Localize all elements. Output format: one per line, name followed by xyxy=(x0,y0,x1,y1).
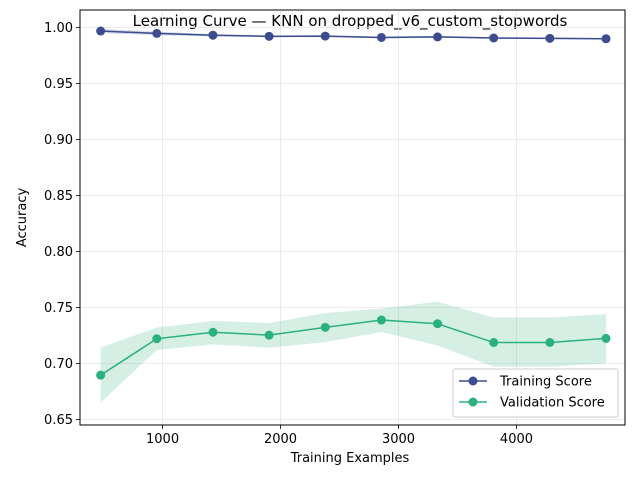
training-score-point xyxy=(320,31,330,41)
y-tick-label: 0.90 xyxy=(44,133,73,148)
validation-score-point xyxy=(264,330,274,340)
x-tick-label: 3000 xyxy=(382,432,415,447)
legend-marker-training xyxy=(468,376,478,386)
x-tick-label: 4000 xyxy=(500,432,533,447)
y-tick-label: 0.95 xyxy=(44,77,73,92)
validation-score-point xyxy=(376,315,386,325)
validation-score-point xyxy=(152,334,162,344)
legend-marker-validation xyxy=(468,397,478,407)
validation-score-point xyxy=(601,333,611,343)
validation-score-point xyxy=(433,319,443,329)
validation-score-point xyxy=(489,338,499,348)
y-tick-label: 0.80 xyxy=(44,245,73,260)
training-score-point xyxy=(433,32,443,42)
x-axis-label: Training Examples xyxy=(290,451,410,466)
y-tick-label: 0.85 xyxy=(44,189,73,204)
x-tick-label: 1000 xyxy=(146,432,179,447)
training-score-point xyxy=(489,33,499,43)
grid xyxy=(80,10,625,425)
x-axis-ticks: 1000 2000 3000 4000 xyxy=(146,425,533,447)
validation-score-point xyxy=(545,337,555,347)
legend-label-training: Training Score xyxy=(499,375,592,390)
legend: Training Score Validation Score xyxy=(452,368,619,418)
validation-score-line xyxy=(100,319,607,376)
validation-score-point xyxy=(208,327,218,337)
training-score-point xyxy=(601,34,611,44)
y-axis-ticks: 0.65 0.70 0.75 0.80 0.85 0.90 0.95 1.00 xyxy=(44,21,80,428)
training-score-point xyxy=(96,26,106,36)
series-lines xyxy=(96,26,611,380)
x-tick-label: 2000 xyxy=(264,432,297,447)
legend-box xyxy=(452,368,619,418)
chart-title: Learning Curve — KNN on dropped_v6_custo… xyxy=(133,12,568,31)
y-tick-label: 0.75 xyxy=(44,301,73,316)
legend-label-validation: Validation Score xyxy=(500,396,605,411)
y-tick-label: 0.65 xyxy=(44,413,73,428)
y-tick-label: 1.00 xyxy=(44,21,73,36)
validation-score-point xyxy=(96,370,106,380)
validation-score-point xyxy=(320,322,330,332)
training-score-line xyxy=(100,30,607,40)
training-score-point xyxy=(545,33,555,43)
confidence-bands xyxy=(100,29,607,403)
y-tick-label: 0.70 xyxy=(44,357,73,372)
training-score-point xyxy=(208,30,218,40)
training-score-point xyxy=(376,32,386,42)
training-score-point xyxy=(152,28,162,38)
validation-score-band xyxy=(100,301,607,403)
plot-frame xyxy=(79,9,626,426)
training-score-point xyxy=(264,31,274,41)
y-axis-label: Accuracy xyxy=(15,188,30,248)
